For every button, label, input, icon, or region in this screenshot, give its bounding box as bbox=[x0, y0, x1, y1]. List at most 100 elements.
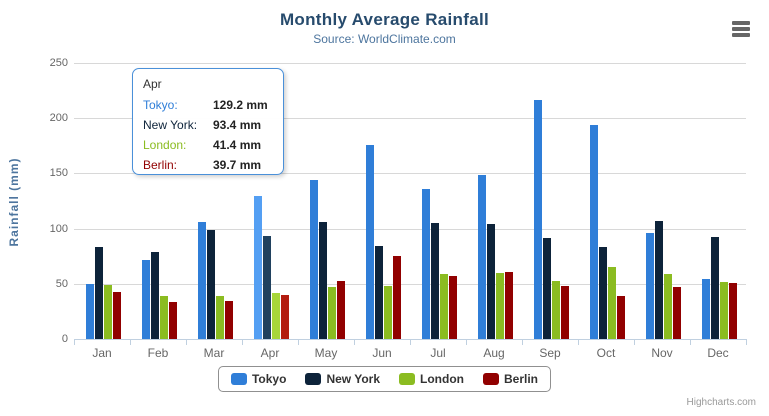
legend-swatch-icon bbox=[230, 373, 247, 385]
y-axis-label: 250 bbox=[49, 57, 68, 69]
legend-item-tokyo[interactable]: Tokyo bbox=[230, 372, 287, 386]
column-bar-london[interactable] bbox=[216, 295, 224, 339]
column-bar-berlin[interactable] bbox=[393, 255, 401, 339]
tooltip-series-value: 39.7 mm bbox=[213, 157, 262, 172]
column-bar-london[interactable] bbox=[608, 267, 616, 339]
column-bar-tokyo[interactable] bbox=[86, 283, 94, 339]
column-bar-new-york[interactable] bbox=[431, 223, 439, 339]
column-bar-berlin[interactable] bbox=[617, 295, 625, 339]
column-bar-tokyo[interactable] bbox=[702, 278, 710, 339]
column-bar-new-york[interactable] bbox=[711, 237, 719, 339]
legend-item-berlin[interactable]: Berlin bbox=[483, 372, 538, 386]
column-bar-london[interactable] bbox=[160, 296, 168, 339]
legend-label: Berlin bbox=[504, 372, 539, 386]
x-axis-tick bbox=[186, 340, 187, 345]
x-axis-label: Mar bbox=[203, 346, 225, 360]
column-bar-berlin[interactable] bbox=[337, 280, 345, 339]
column-bar-tokyo[interactable] bbox=[254, 196, 262, 339]
x-axis-tick bbox=[298, 340, 299, 345]
column-bar-london[interactable] bbox=[440, 273, 448, 339]
column-bar-new-york[interactable] bbox=[487, 223, 495, 339]
legend: Tokyo New York London Berlin bbox=[217, 366, 552, 392]
column-bar-new-york[interactable] bbox=[263, 235, 271, 339]
x-axis-label: Aug bbox=[483, 346, 505, 360]
hamburger-bar bbox=[732, 21, 750, 25]
column-bar-london[interactable] bbox=[328, 287, 336, 339]
tooltip-series-label: New York: bbox=[143, 117, 198, 132]
tooltip-category: Apr bbox=[143, 77, 162, 91]
x-axis-label: Jul bbox=[430, 346, 446, 360]
x-axis-tick bbox=[522, 340, 523, 345]
column-bar-new-york[interactable] bbox=[319, 221, 327, 339]
column-bar-london[interactable] bbox=[384, 285, 392, 339]
column-bar-tokyo[interactable] bbox=[646, 233, 654, 339]
hamburger-bar bbox=[732, 33, 750, 37]
column-bar-london[interactable] bbox=[104, 285, 112, 339]
x-axis-tick bbox=[354, 340, 355, 345]
column-bar-tokyo[interactable] bbox=[142, 260, 150, 339]
tooltip-row: London: 41.4 mm bbox=[143, 135, 268, 155]
tooltip-series-label: Berlin: bbox=[143, 157, 178, 172]
column-bar-london[interactable] bbox=[552, 281, 560, 339]
column-bar-berlin[interactable] bbox=[281, 295, 289, 339]
credits-link[interactable]: Highcharts.com bbox=[686, 397, 756, 408]
x-axis-tick bbox=[74, 340, 75, 345]
column-bar-berlin[interactable] bbox=[561, 286, 569, 339]
column-bar-new-york[interactable] bbox=[655, 221, 663, 339]
tooltip: Apr Tokyo: 129.2 mm New York: 93.4 mm London… bbox=[132, 68, 284, 175]
column-bar-new-york[interactable] bbox=[151, 252, 159, 339]
column-bar-tokyo[interactable] bbox=[478, 175, 486, 339]
column-bar-london[interactable] bbox=[496, 273, 504, 339]
column-bar-new-york[interactable] bbox=[599, 246, 607, 339]
column-bar-tokyo[interactable] bbox=[422, 189, 430, 339]
export-menu-icon[interactable] bbox=[732, 21, 752, 39]
column-bar-tokyo[interactable] bbox=[198, 221, 206, 339]
column-bar-berlin[interactable] bbox=[169, 302, 177, 339]
column-bar-new-york[interactable] bbox=[95, 246, 103, 339]
column-bar-london[interactable] bbox=[720, 282, 728, 339]
tooltip-row: Tokyo: 129.2 mm bbox=[143, 95, 268, 115]
hamburger-bar bbox=[732, 27, 750, 31]
legend-swatch-icon bbox=[399, 373, 416, 385]
column-bar-london[interactable] bbox=[272, 293, 280, 339]
column-bar-berlin[interactable] bbox=[225, 300, 233, 339]
x-axis-tick bbox=[578, 340, 579, 345]
column-bar-berlin[interactable] bbox=[729, 282, 737, 339]
column-bar-new-york[interactable] bbox=[375, 245, 383, 339]
tooltip-series-value: 93.4 mm bbox=[213, 117, 262, 132]
y-axis-label: 0 bbox=[61, 333, 68, 345]
x-axis-tick bbox=[410, 340, 411, 345]
column-bar-berlin[interactable] bbox=[449, 275, 457, 339]
column-bar-london[interactable] bbox=[664, 273, 672, 339]
y-axis-label: 100 bbox=[49, 222, 68, 235]
x-axis-label: Feb bbox=[147, 346, 169, 360]
legend-label: London bbox=[420, 372, 464, 386]
column-bar-tokyo[interactable] bbox=[534, 100, 542, 339]
y-gridline bbox=[74, 63, 746, 64]
column-bar-tokyo[interactable] bbox=[590, 124, 598, 339]
x-axis-label: Apr bbox=[260, 346, 280, 360]
x-axis-label: Nov bbox=[651, 346, 673, 360]
column-bar-berlin[interactable] bbox=[673, 287, 681, 339]
x-axis-label: Dec bbox=[707, 346, 729, 360]
y-axis-label: 50 bbox=[55, 277, 68, 290]
tooltip-row: New York: 93.4 mm bbox=[143, 115, 268, 135]
x-axis-label: Sep bbox=[539, 346, 561, 360]
column-bar-tokyo[interactable] bbox=[366, 144, 374, 339]
column-bar-tokyo[interactable] bbox=[310, 180, 318, 339]
x-axis-label: Jun bbox=[372, 346, 392, 360]
tooltip-series-value: 41.4 mm bbox=[213, 137, 262, 152]
y-axis-label: 200 bbox=[49, 112, 68, 125]
legend-item-new-york[interactable]: New York bbox=[305, 372, 380, 386]
chart-title: Monthly Average Rainfall bbox=[279, 10, 490, 29]
column-bar-berlin[interactable] bbox=[113, 292, 121, 339]
chart-subtitle: Source: WorldClimate.com bbox=[313, 32, 456, 46]
legend-item-london[interactable]: London bbox=[399, 372, 464, 386]
column-bar-berlin[interactable] bbox=[505, 272, 513, 339]
column-bar-new-york[interactable] bbox=[543, 238, 551, 339]
x-axis-tick bbox=[634, 340, 635, 345]
x-axis-tick bbox=[690, 340, 691, 345]
column-bar-new-york[interactable] bbox=[207, 230, 215, 339]
tooltip-series-label: London: bbox=[143, 137, 187, 152]
legend-label: Tokyo bbox=[251, 372, 287, 386]
